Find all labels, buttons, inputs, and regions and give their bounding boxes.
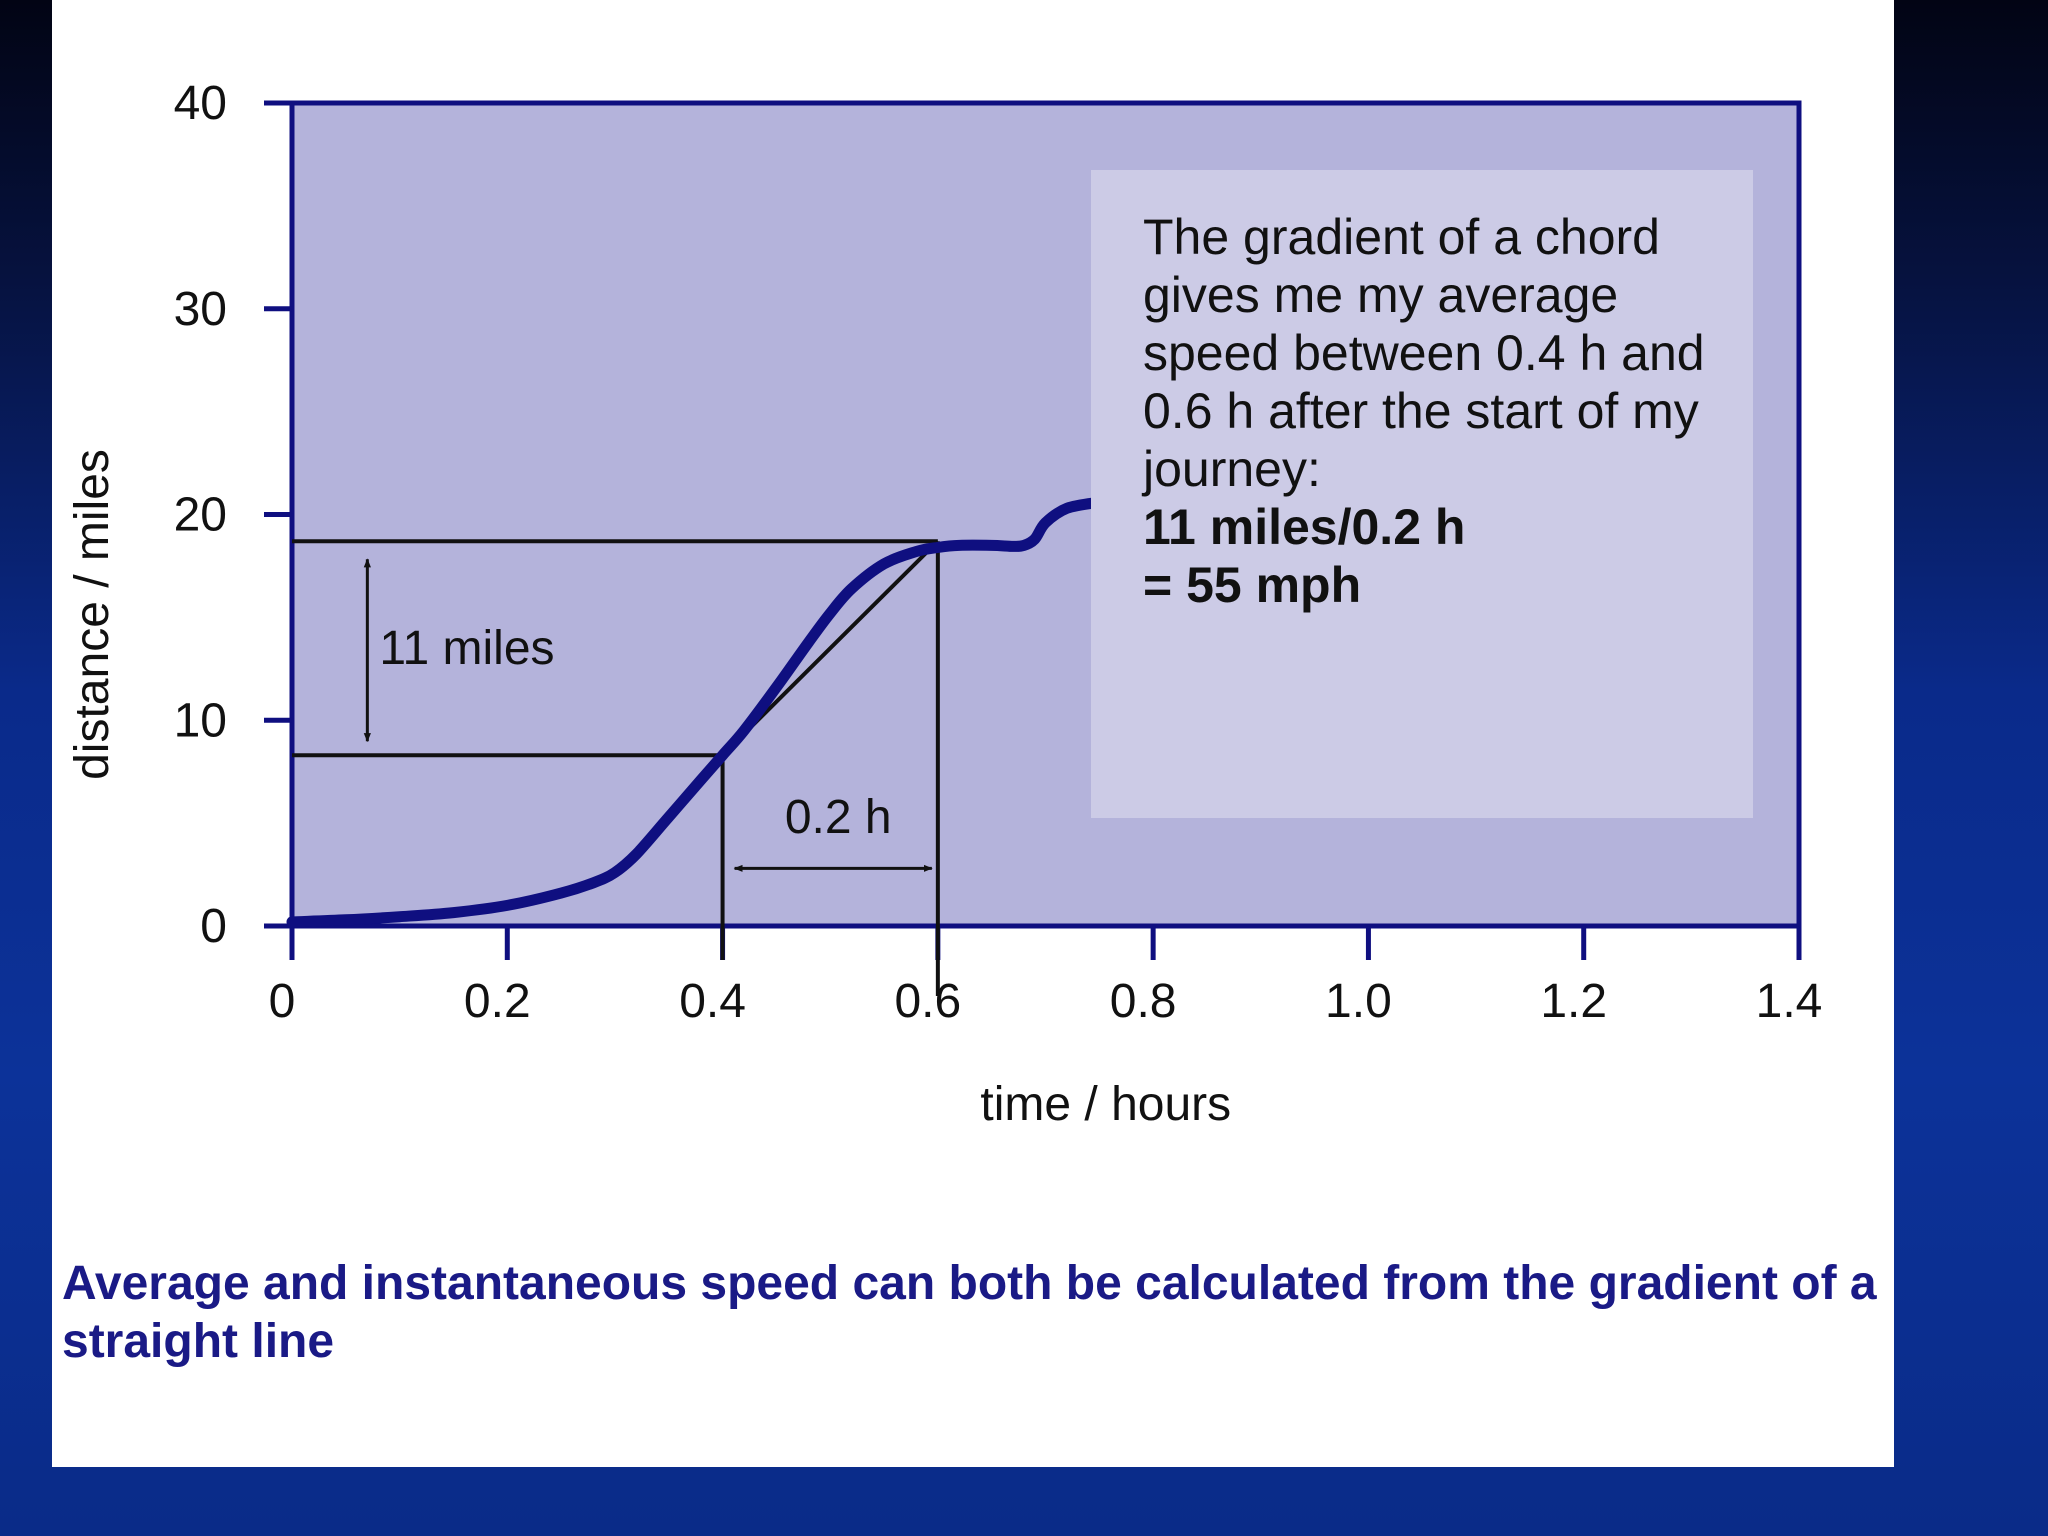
y-tick-label: 0 bbox=[200, 900, 227, 953]
y-tick-label: 40 bbox=[174, 77, 227, 130]
x-tick-label: 1.4 bbox=[1756, 975, 1823, 1028]
x-axis-title: time / hours bbox=[980, 1078, 1231, 1131]
info-line: 0.6 h after the start of my bbox=[1143, 383, 1699, 439]
info-line: The gradient of a chord bbox=[1143, 209, 1660, 265]
x-tick-label: 0.4 bbox=[679, 975, 746, 1028]
x-tick-label: 0.8 bbox=[1110, 975, 1177, 1028]
info-line: gives me my average bbox=[1143, 267, 1619, 323]
x-tick-label: 1.2 bbox=[1540, 975, 1607, 1028]
distance-interval-label: 11 miles bbox=[379, 622, 554, 675]
x-tick-label: 1.0 bbox=[1325, 975, 1392, 1028]
y-tick-label: 30 bbox=[174, 283, 227, 336]
info-calculation: 11 miles/0.2 h bbox=[1143, 499, 1466, 555]
y-tick-label: 20 bbox=[174, 489, 227, 542]
time-interval-label: 0.2 h bbox=[785, 791, 892, 844]
info-line: journey: bbox=[1143, 441, 1321, 497]
y-tick-label: 10 bbox=[174, 694, 227, 747]
distance-curve bbox=[286, 496, 1105, 928]
info-box: The gradient of a chord gives me my aver… bbox=[1091, 170, 1753, 818]
info-result: = 55 mph bbox=[1143, 557, 1362, 613]
x-tick-label: 0 bbox=[269, 975, 296, 1028]
y-axis-title: distance / miles bbox=[66, 449, 119, 780]
x-tick-label: 0.6 bbox=[894, 975, 961, 1028]
slide-caption: Average and instantaneous speed can both… bbox=[62, 1257, 1877, 1368]
info-line: speed between 0.4 h and bbox=[1143, 325, 1705, 381]
x-tick-label: 0.2 bbox=[464, 975, 531, 1028]
